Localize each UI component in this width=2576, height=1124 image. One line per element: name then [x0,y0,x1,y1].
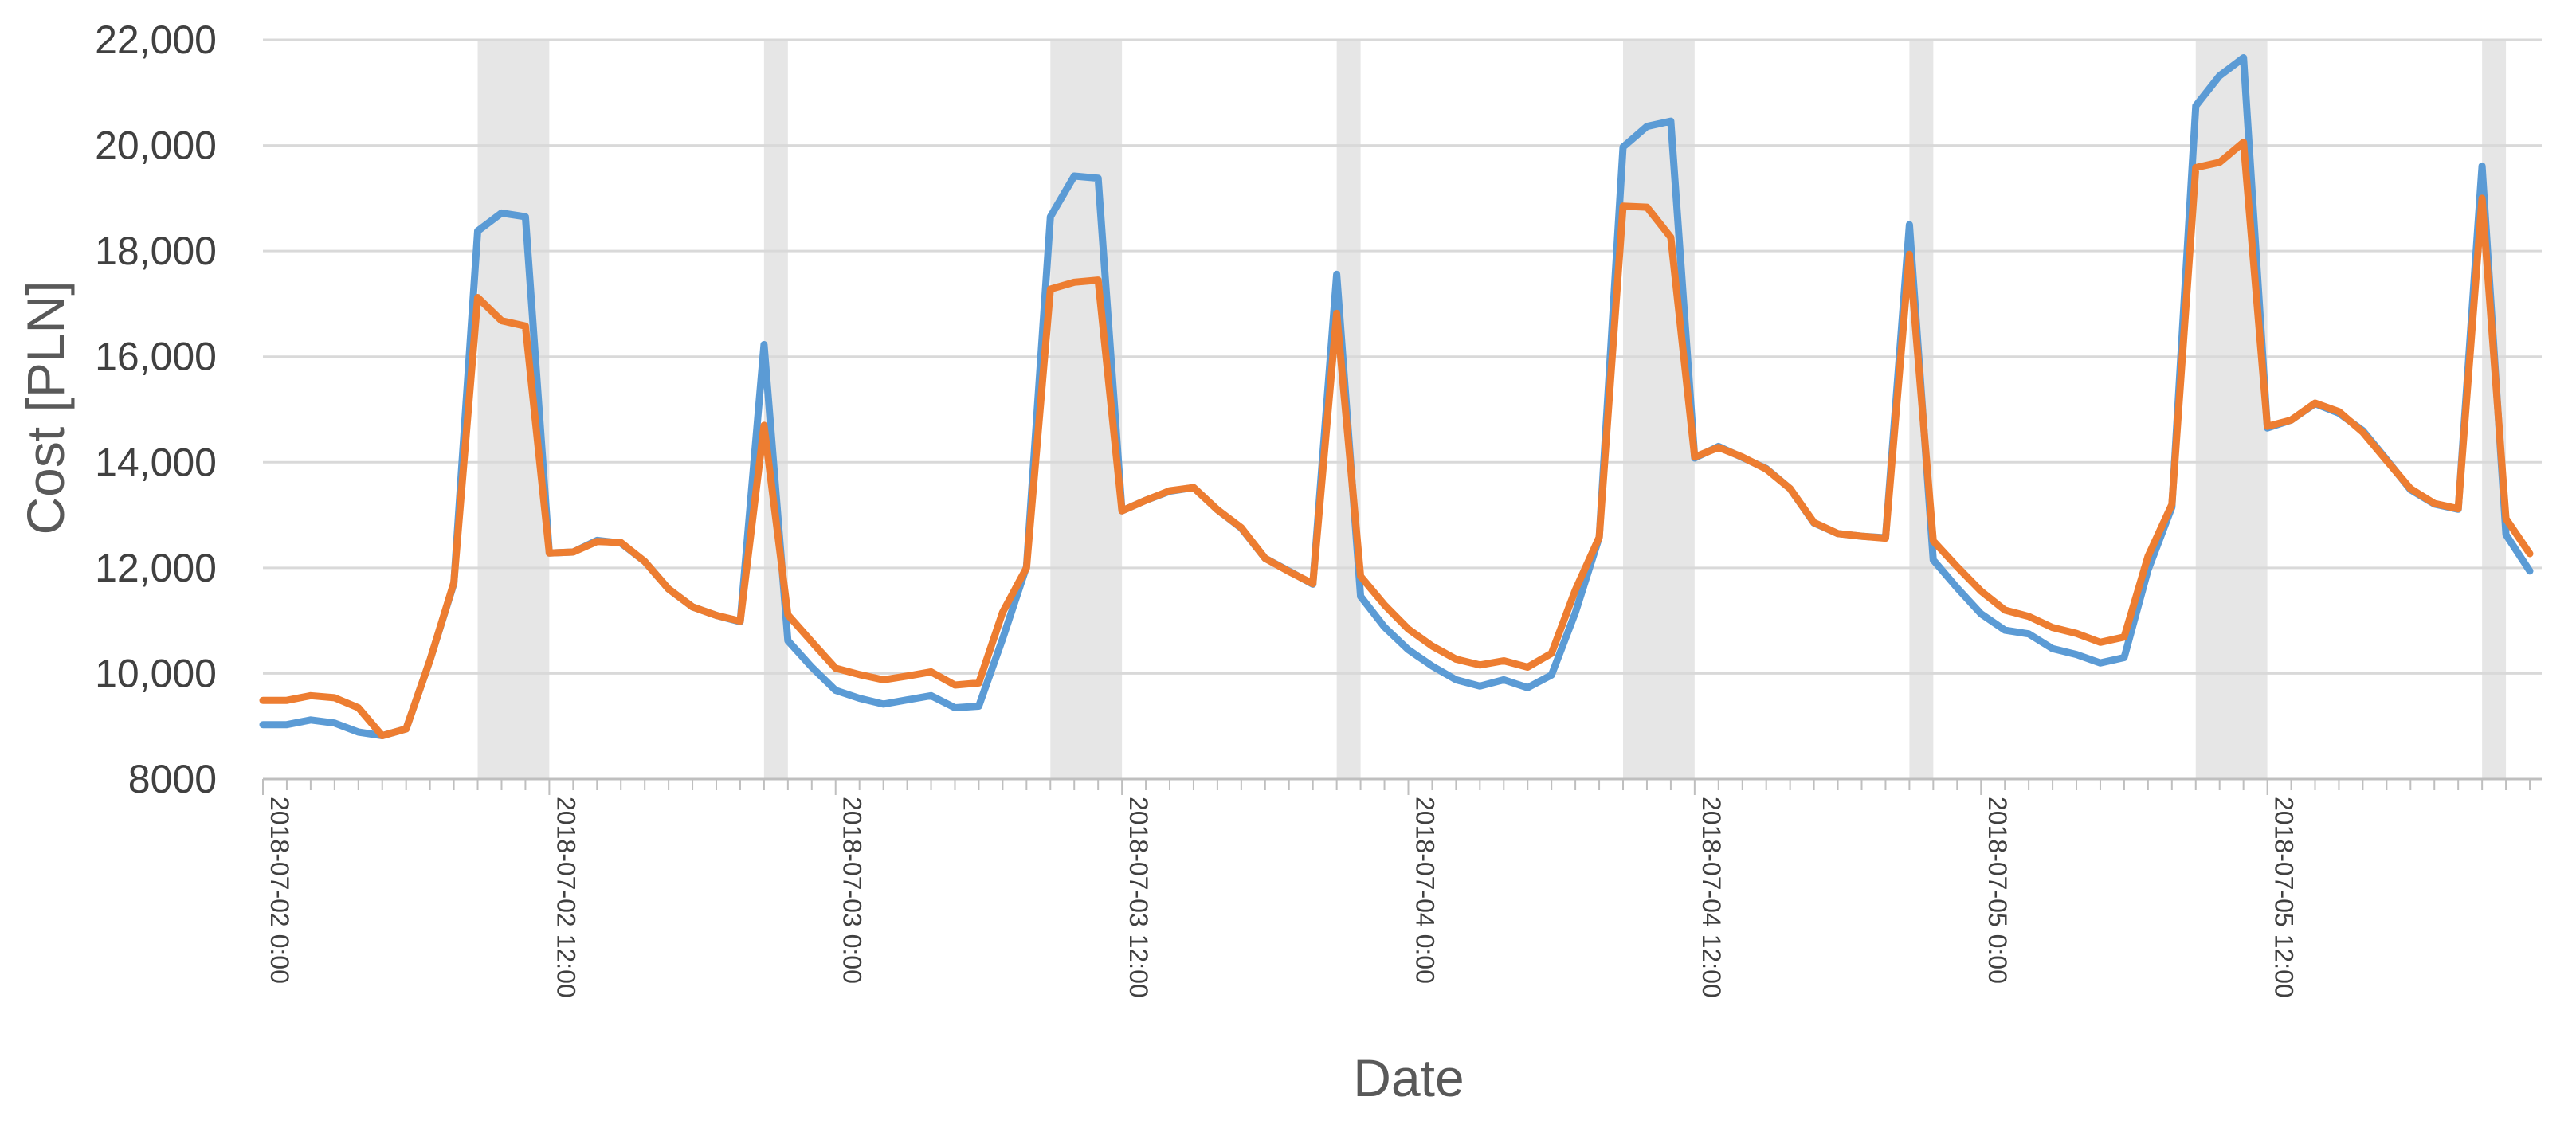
series-line-0 [259,54,2534,740]
y-tick-label-16000: 16,000 [95,335,217,379]
x-tick-label-24: 2018-07-03 0:00 [838,797,867,984]
x-tick-label-0: 2018-07-02 0:00 [265,797,294,984]
x-tick-label-60: 2018-07-04 12:00 [1697,797,1726,998]
y-axis: 8000 10,000 12,000 14,000 16,000 18,000 20,000… [95,18,217,801]
y-tick-label-20000: 20,000 [95,123,217,168]
y-axis-title: Cost [PLN] [16,280,75,535]
shaded-band-4 [1623,40,1695,779]
y-tick-label-22000: 22,000 [95,18,217,62]
series-lines [259,54,2534,740]
x-tick-label-12: 2018-07-02 12:00 [551,797,580,998]
gridlines [263,38,2542,675]
x-tick-label-84: 2018-07-05 12:00 [2270,797,2299,998]
x-axis: 2018-07-02 0:00 2018-07-02 12:00 2018-07-0… [262,777,2542,998]
y-tick-label-10000: 10,000 [95,651,217,695]
series-line-1 [259,139,2534,740]
shaded-bands [477,40,2507,779]
x-tick-label-72: 2018-07-05 0:00 [1983,797,2012,984]
y-tick-label-18000: 18,000 [95,229,217,273]
shaded-band-7 [2482,40,2507,779]
y-tick-label-14000: 14,000 [95,440,217,484]
x-tick-label-36: 2018-07-03 12:00 [1124,797,1153,998]
y-tick-label-12000: 12,000 [95,546,217,590]
x-axis-title: Date [1353,1048,1464,1107]
y-tick-label-8000: 8000 [128,757,217,801]
x-tick-label-48: 2018-07-04 0:00 [1410,797,1439,984]
